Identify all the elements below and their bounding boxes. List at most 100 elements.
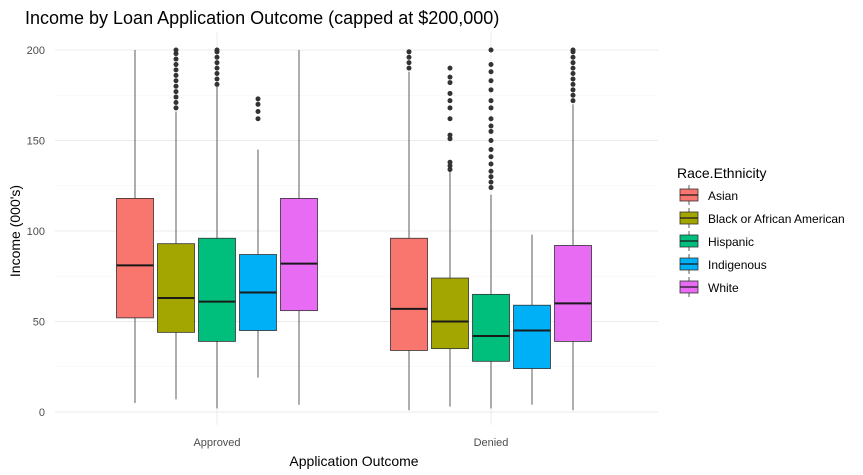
outlier-point (214, 65, 220, 71)
outlier-point (488, 138, 494, 143)
outlier-point (406, 65, 412, 71)
outlier-point (214, 71, 220, 77)
outlier-point (488, 105, 494, 111)
outlier-point (488, 179, 494, 185)
outlier-point (447, 159, 453, 165)
outlier-point (214, 60, 220, 66)
y-tick-label: 150 (27, 136, 45, 148)
box-white-denied (554, 47, 592, 411)
outlier-point (173, 67, 179, 73)
outlier-point (488, 98, 494, 104)
legend-item: Indigenous (679, 254, 767, 274)
legend-item: Asian (679, 185, 738, 205)
outlier-point (447, 80, 453, 86)
box-iqr (198, 237, 236, 342)
outlier-point (173, 99, 179, 105)
outlier-point (173, 56, 179, 62)
outlier-point (447, 74, 453, 80)
outlier-point (570, 60, 576, 66)
outlier-point (570, 47, 576, 53)
box-white-approved (280, 50, 318, 405)
outlier-point (447, 136, 453, 142)
y-tick-label: 200 (27, 45, 45, 57)
outlier-point (214, 81, 220, 87)
outlier-point (173, 89, 179, 95)
box-indigenous-approved (239, 96, 277, 378)
box-indigenous-denied (513, 234, 551, 405)
outlier-point (570, 65, 576, 71)
outlier-point (255, 109, 261, 115)
x-axis-title: Application Outcome (289, 453, 418, 469)
y-tick-label: 50 (33, 317, 45, 329)
box-iqr (472, 293, 510, 362)
legend-label: White (708, 281, 739, 295)
legend-label: Black or African American (708, 212, 845, 226)
box-iqr (157, 243, 195, 333)
outlier-point (488, 154, 494, 160)
outlier-point (255, 96, 261, 102)
outlier-point (570, 76, 576, 82)
outlier-point (570, 54, 576, 60)
outlier-point (447, 65, 453, 71)
outlier-point (173, 94, 179, 100)
box-iqr (116, 198, 154, 319)
outlier-point (488, 185, 494, 191)
outlier-point (214, 76, 220, 82)
legend-title: Race.Ethnicity (677, 165, 766, 181)
outlier-point (255, 116, 261, 122)
box-iqr (554, 245, 592, 342)
outlier-point (447, 132, 453, 138)
chart-title: Income by Loan Application Outcome (capp… (25, 8, 499, 28)
box-hispanic-approved (198, 47, 236, 409)
outlier-point (488, 69, 494, 75)
outlier-point (447, 163, 453, 169)
outlier-point (406, 60, 412, 66)
box-iqr (431, 277, 469, 350)
outlier-point (488, 61, 494, 67)
legend: Race.Ethnicity Asian Black or African Ame… (677, 165, 845, 297)
outlier-point (173, 105, 179, 111)
outlier-point (214, 54, 220, 60)
outlier-point (255, 101, 261, 107)
outlier-point (570, 92, 576, 98)
box-hispanic-denied (472, 47, 510, 409)
outlier-point (173, 78, 179, 84)
outlier-point (173, 51, 179, 57)
legend-label: Indigenous (708, 258, 767, 272)
outlier-point (173, 83, 179, 89)
box-iqr (390, 237, 428, 351)
outlier-point (570, 71, 576, 77)
box-asian-denied (390, 49, 428, 411)
box-black-or-african-american-denied (431, 65, 469, 407)
legend-item: Hispanic (679, 231, 754, 251)
box-asian-approved (116, 50, 154, 403)
legend-item: Black or African American (679, 208, 845, 228)
legend-items: Asian Black or African American Hispanic In… (679, 185, 845, 297)
outlier-point (447, 98, 453, 104)
outlier-point (173, 61, 179, 67)
legend-label: Asian (708, 189, 738, 203)
outlier-point (570, 98, 576, 104)
outlier-point (570, 87, 576, 93)
outlier-point (488, 116, 494, 122)
x-tick-label: Approved (193, 437, 240, 449)
outlier-point (488, 123, 494, 129)
legend-label: Hispanic (708, 235, 754, 249)
outlier-point (488, 161, 494, 167)
outlier-point (447, 105, 453, 111)
outlier-point (447, 90, 453, 96)
box-iqr (280, 198, 318, 312)
box-black-or-african-american-approved (157, 47, 195, 400)
outlier-point (214, 47, 220, 53)
outlier-point (488, 47, 494, 53)
outlier-point (570, 81, 576, 87)
outlier-point (173, 47, 179, 53)
y-tick-label: 0 (39, 407, 45, 419)
outlier-point (447, 116, 453, 122)
outlier-point (488, 147, 494, 153)
outlier-point (488, 128, 494, 134)
outlier-point (447, 166, 453, 172)
outlier-point (488, 168, 494, 174)
legend-item: White (679, 277, 739, 297)
